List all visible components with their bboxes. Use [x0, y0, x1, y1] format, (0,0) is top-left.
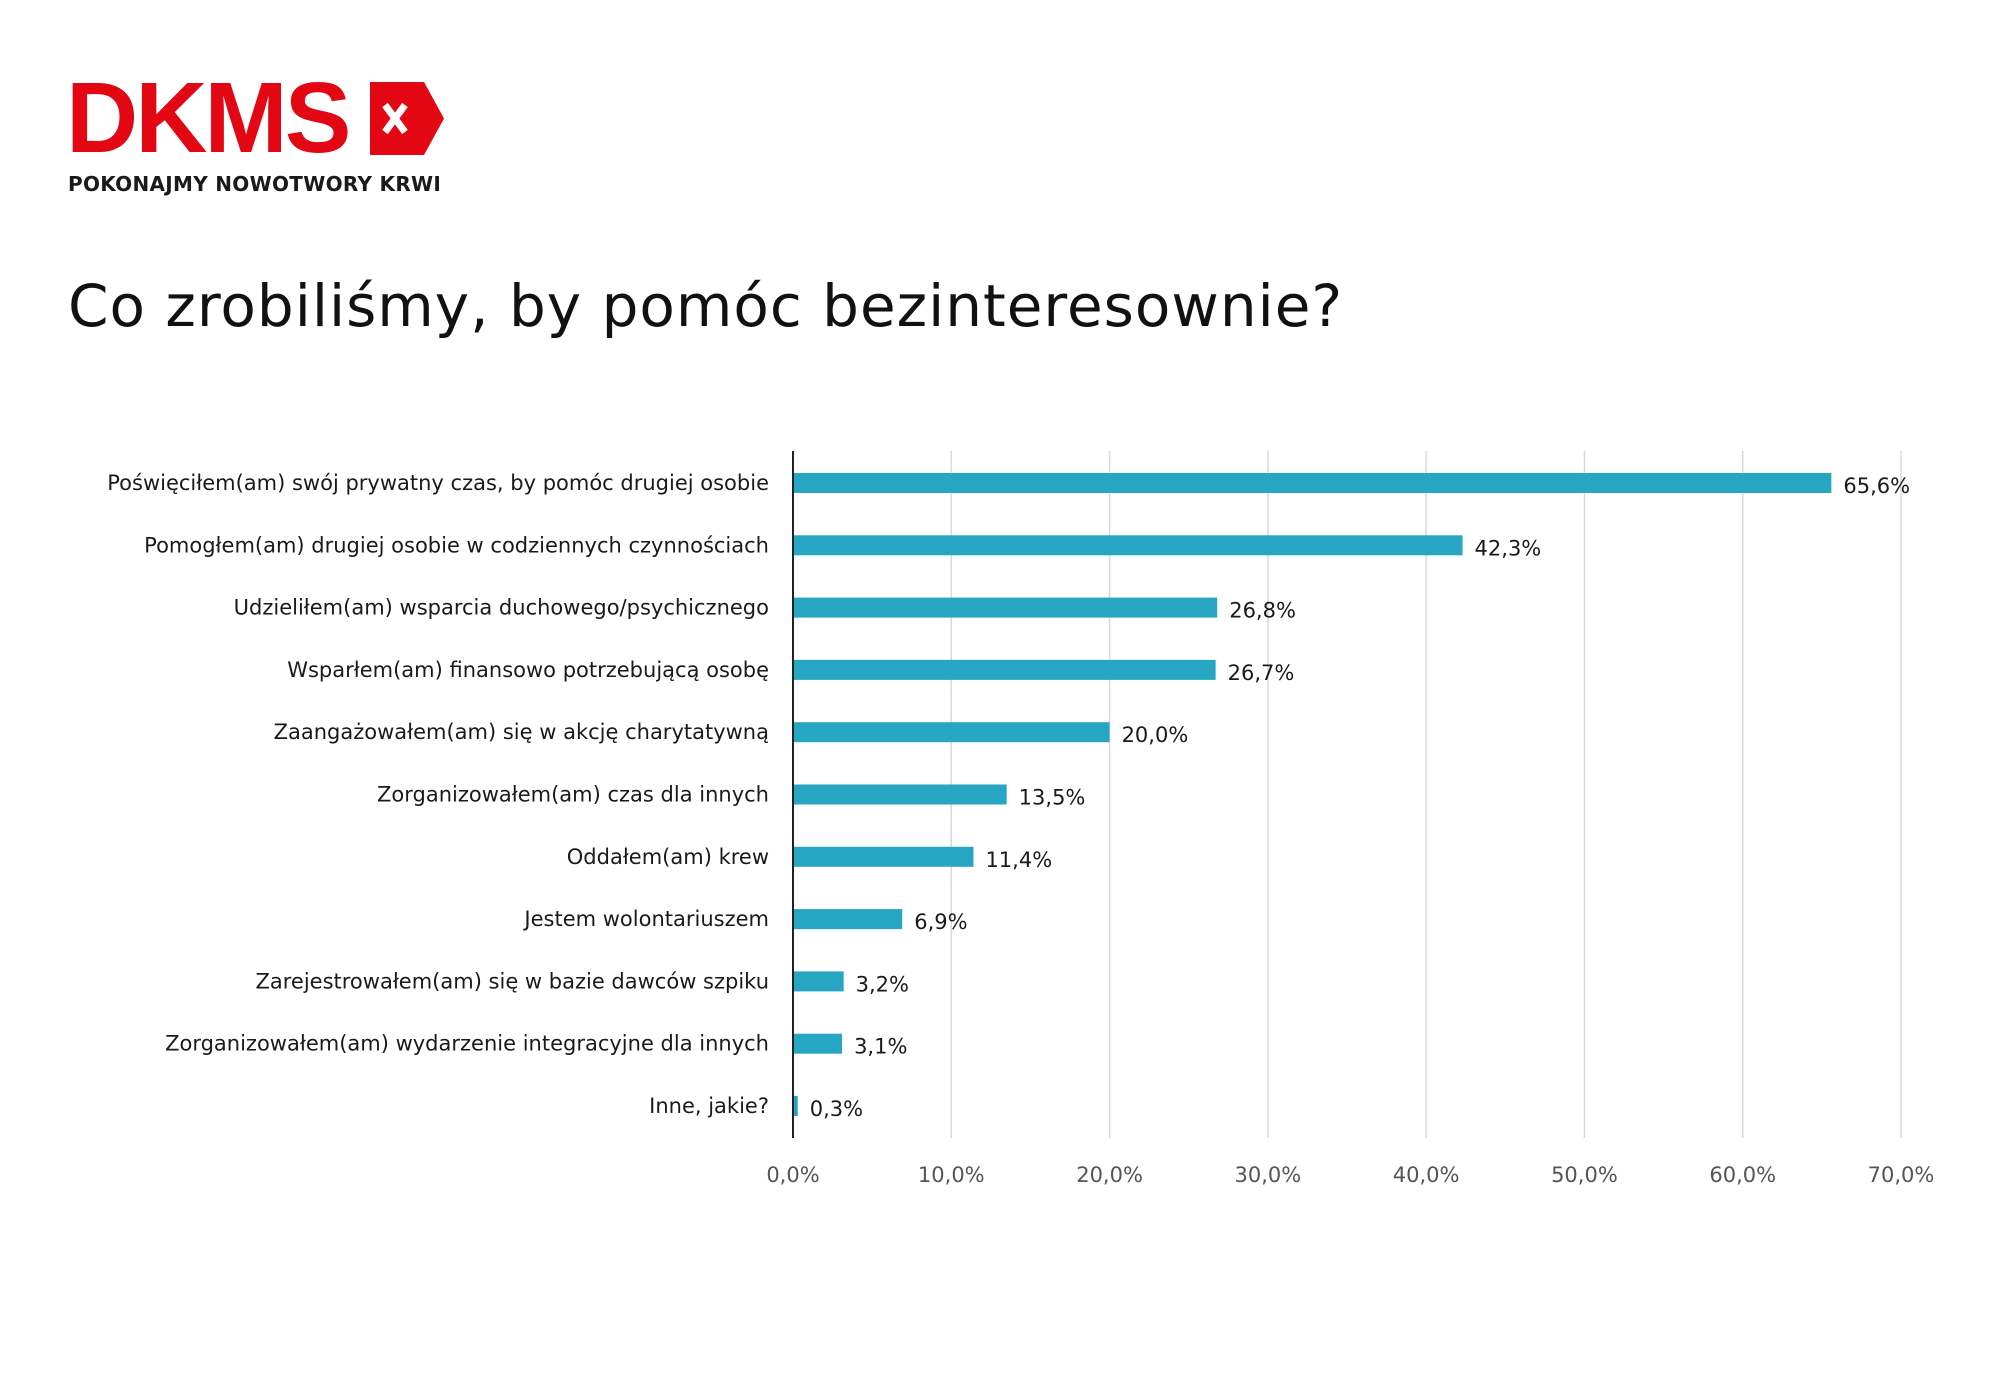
bar [793, 535, 1463, 556]
logo-tagline: POKONAJMY NOWOTWORY KRWI [68, 172, 442, 196]
bar [793, 473, 1832, 493]
dkms-logo: DKMS POKONAJMY NOWOTWORY KRWI [66, 68, 446, 202]
bar [793, 597, 1218, 618]
data-label: 6,9% [914, 910, 967, 934]
bar [793, 1033, 843, 1054]
category-label: Udzieliłem(am) wsparcia duchowego/psychi… [234, 596, 769, 620]
category-label: Oddałem(am) krew [567, 845, 769, 869]
category-label: Inne, jakie? [649, 1094, 769, 1118]
data-label: 3,1% [854, 1035, 907, 1059]
x-tick-label: 20,0% [1076, 1163, 1143, 1187]
category-label: Poświęciłem(am) swój prywatny czas, by p… [107, 471, 769, 495]
x-tick-label: 30,0% [1234, 1163, 1301, 1187]
bars [793, 473, 1832, 1116]
bar [793, 846, 974, 867]
data-label: 26,8% [1229, 599, 1296, 623]
category-label: Wsparłem(am) finansowo potrzebującą osob… [287, 658, 769, 682]
bar [793, 659, 1216, 680]
category-label: Zarejestrowałem(am) się w bazie dawców s… [255, 969, 769, 993]
labels: 0,0% 10,0% 20,0% 30,0% 40,0% 50,0% 60,0% 70,0% P… [107, 471, 1934, 1187]
bar [793, 722, 1110, 743]
data-label: 3,2% [856, 972, 909, 996]
data-label: 65,6% [1843, 474, 1910, 498]
x-tick-label: 10,0% [918, 1163, 985, 1187]
bar [793, 971, 844, 992]
category-label: Jestem wolontariuszem [522, 907, 769, 931]
data-label: 42,3% [1475, 536, 1542, 560]
x-tick-label: 40,0% [1393, 1163, 1460, 1187]
category-label: Zorganizowałem(am) czas dla innych [377, 783, 769, 807]
bar [793, 1096, 798, 1116]
page-title: Co zrobiliśmy, by pomóc bezinteresownie? [68, 272, 1344, 340]
data-label: 11,4% [985, 848, 1052, 872]
data-label: 20,0% [1122, 723, 1189, 747]
data-label: 0,3% [810, 1097, 863, 1121]
x-tick-label: 0,0% [766, 1163, 819, 1187]
x-tick-label: 50,0% [1551, 1163, 1618, 1187]
x-tick-label: 70,0% [1868, 1163, 1935, 1187]
category-label: Zorganizowałem(am) wydarzenie integracyj… [165, 1032, 769, 1056]
data-label: 26,7% [1228, 661, 1295, 685]
category-label: Zaangażowałem(am) się w akcję charytatyw… [274, 720, 769, 744]
logo-x-mark-icon [370, 82, 444, 155]
bar [793, 909, 903, 930]
data-label: 13,5% [1019, 786, 1086, 810]
category-label: Pomogłem(am) drugiej osobie w codziennyc… [144, 533, 769, 557]
bar [793, 784, 1007, 805]
logo-wordmark: DKMS [66, 62, 351, 174]
x-tick-label: 60,0% [1709, 1163, 1776, 1187]
